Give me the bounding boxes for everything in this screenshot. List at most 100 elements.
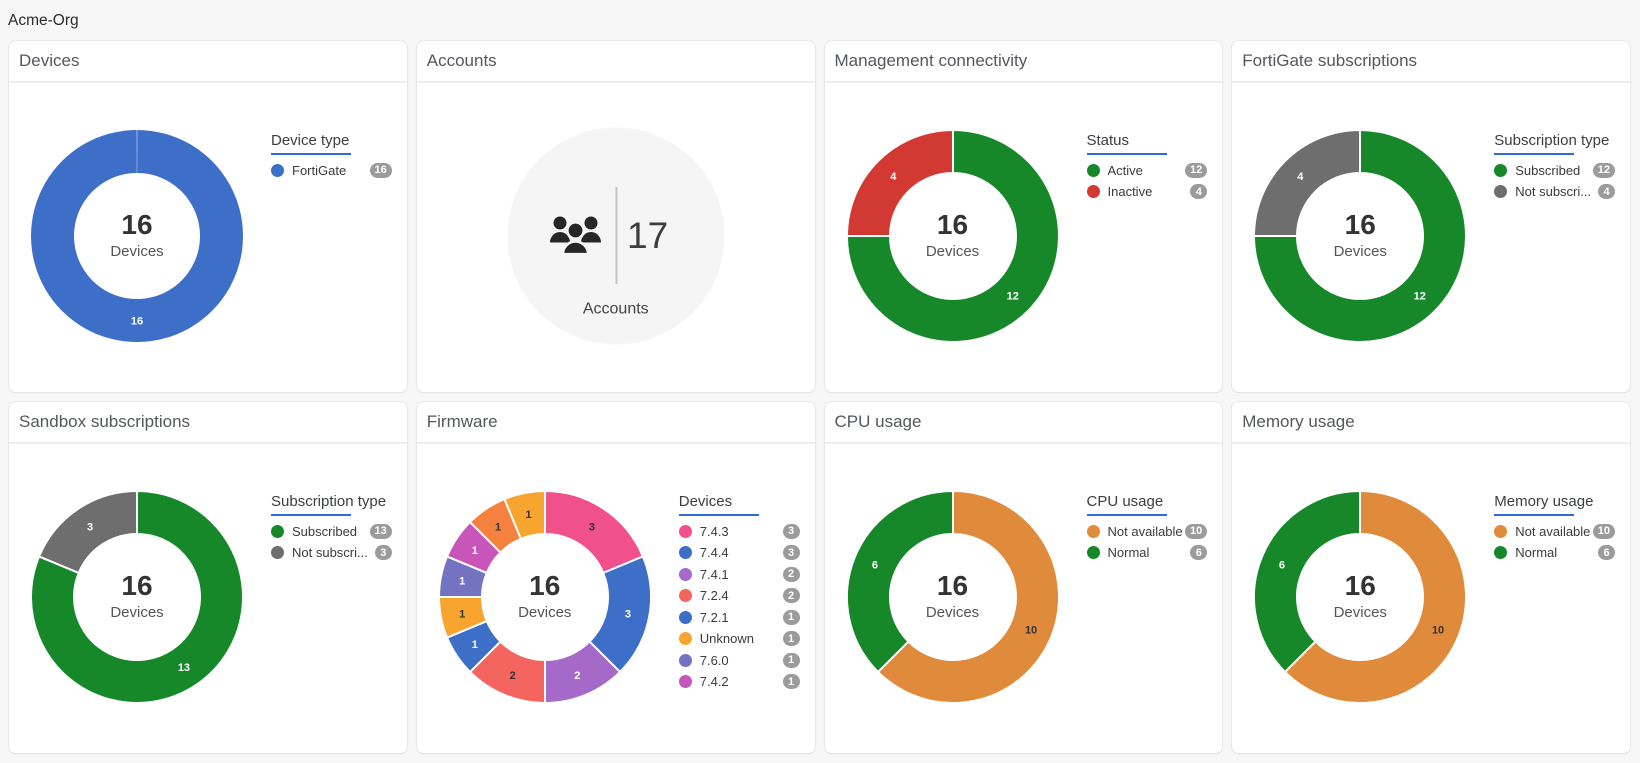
donut-svg: 12 4 [1253,129,1468,343]
slice-value-label: 4 [1297,171,1304,183]
donut-slice-other[interactable] [503,490,546,540]
donut-svg: 12 4 [845,129,1060,343]
legend-sandbox-subscriptions: Subscription type Subscribed 13 Not subscri… [271,492,392,565]
legend-items: Not available 10 Normal 6 [1494,522,1615,562]
slice-value-label: 2 [509,670,515,682]
legend-item-7.4.1[interactable]: 7.4.1 2 [678,565,800,583]
legend-item-Inactive[interactable]: Inactive 4 [1086,183,1208,201]
slice-value-label: 4 [890,171,897,183]
slice-value-label: 2 [574,670,580,682]
stat-row: 17 [507,187,724,284]
donut-slice-Inactive[interactable] [845,129,954,237]
donut-svg: 13 3 [30,490,244,704]
donut-slice-Subscribed[interactable] [30,490,244,704]
legend-color-dot [271,163,284,177]
card-accounts: Accounts 17 Accounts [416,41,815,392]
legend-item-Not subscribed[interactable]: Not subscri... 4 [1494,183,1615,201]
legend-item-label: 7.2.4 [699,588,729,603]
stat-divider [615,187,617,284]
legend-item-Subscribed[interactable]: Subscribed 13 [271,522,392,540]
donut-slice-Not available[interactable] [876,490,1060,704]
card-header: Sandbox subscriptions [9,402,407,444]
legend-fortigate-subscriptions: Subscription type Subscribed 12 Not subscri… [1494,131,1615,204]
card-management-connectivity: Management connectivity 12 4 16 Devices Statu… [824,41,1223,392]
legend-count-badge: 10 [1592,523,1615,539]
legend-count-badge: 16 [369,162,392,178]
donut-chart-devices: 16 [17,116,257,356]
card-body: 17 Accounts [417,83,815,390]
slice-value-label: 3 [87,522,93,534]
card-header: FortiGate subscriptions [1232,41,1630,83]
legend-item-Normal[interactable]: Normal 6 [1086,544,1208,562]
legend-items: Active 12 Inactive 4 [1086,161,1208,201]
legend-items: 7.4.3 3 7.4.4 3 7.4.1 2 7.2.4 2 7.2.1 1 Unknown 1 7.… [678,522,800,691]
legend-item-label: 7.4.2 [699,674,729,689]
slice-value-label: 1 [471,639,477,651]
legend-title-underline [1494,153,1575,155]
card-header: CPU usage [824,402,1223,444]
legend-color-dot [1086,524,1100,538]
legend-color-dot [678,567,692,581]
legend-item-label: 7.4.3 [699,523,729,539]
legend-title: Devices [678,493,733,510]
legend-item-label: 7.6.0 [699,652,729,668]
legend-item-Unknown[interactable]: Unknown 1 [678,630,800,648]
card-title: Memory usage [1242,412,1355,431]
card-title: FortiGate subscriptions [1242,51,1418,70]
card-header: Memory usage [1232,402,1630,444]
legend-count-badge: 3 [782,523,800,539]
stat-value: 17 [627,214,669,256]
legend-item-7.2.4[interactable]: 7.2.4 2 [678,587,800,605]
legend-item-7.4.4[interactable]: 7.4.4 3 [678,544,800,562]
legend-item-label: 7.2.1 [699,609,729,625]
legend-item-Not available[interactable]: Not available 10 [1494,522,1615,540]
card-body: 16 16 Devices Device type FortiGate 16 [9,83,407,390]
legend-count-badge: 1 [782,652,800,668]
legend-color-dot [678,610,692,624]
legend-item-7.4.2[interactable]: 7.4.2 1 [678,673,800,691]
donut-slice-Normal[interactable] [1253,490,1362,673]
legend-item-Subscribed[interactable]: Subscribed 12 [1494,161,1615,179]
card-fortigate-subscriptions: FortiGate subscriptions 12 4 16 Devices Subsc… [1232,41,1630,392]
legend-item-Not subscribed[interactable]: Not subscri... 3 [271,544,392,562]
donut-chart-management-connectivity: 12 4 [833,116,1073,356]
legend-item-label: Normal [1515,545,1558,560]
legend-item-label: Subscribed [292,523,358,539]
legend-color-dot [271,524,284,538]
card-title: Accounts [426,51,497,70]
legend-item-FortiGate[interactable]: FortiGate 16 [271,161,392,179]
legend-color-dot [1086,163,1100,177]
slice-value-label: 1 [459,575,465,587]
legend-count-badge: 6 [1598,545,1615,560]
legend-item-7.4.3[interactable]: 7.4.3 3 [678,522,800,540]
legend-item-Not available[interactable]: Not available 10 [1086,522,1208,540]
donut-svg: 10 6 [1253,490,1468,704]
legend-count-badge: 2 [782,566,800,582]
legend-count-badge: 1 [782,631,800,646]
card-body: 12 4 16 Devices Subscription type Subscribed 1… [1232,83,1630,390]
slice-value-label: 13 [178,662,190,674]
slice-value-label: 16 [131,315,143,327]
legend-item-Active[interactable]: Active 12 [1086,161,1208,179]
slice-value-label: 6 [1279,560,1285,572]
donut-slice-FortiGate[interactable] [30,130,243,342]
legend-items: Subscribed 13 Not subscri... 3 [271,522,392,562]
legend-item-label: Subscribed [1515,162,1581,178]
legend-color-dot [1086,185,1100,198]
donut-slice-Subscribed[interactable] [1253,129,1468,343]
donut-slice-Not available[interactable] [1284,490,1468,704]
legend-color-dot [678,589,692,602]
legend-color-dot [678,524,692,538]
legend-item-7.2.1[interactable]: 7.2.1 1 [678,608,800,626]
donut-slice-Not subscribed[interactable] [1253,129,1362,237]
donut-slice-Not subscribed[interactable] [38,490,138,574]
donut-chart-fortigate-subscriptions: 12 4 [1240,116,1480,356]
card-title: CPU usage [834,412,922,431]
donut-slice-Normal[interactable] [845,490,954,673]
legend-color-dot [678,546,692,559]
donut-slice-Active[interactable] [845,129,1060,343]
legend-item-7.6.0[interactable]: 7.6.0 1 [678,651,800,669]
legend-count-badge: 3 [782,545,800,560]
legend-title-underline [271,514,351,516]
legend-item-Normal[interactable]: Normal 6 [1494,544,1615,562]
